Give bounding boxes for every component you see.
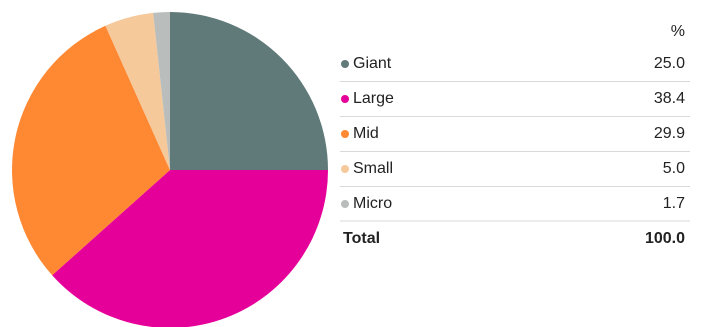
total-value: 100.0: [645, 230, 685, 247]
legend-label: Large: [353, 90, 394, 107]
legend-marker: [341, 60, 349, 68]
legend-label: Micro: [353, 195, 392, 212]
pie-slice: [52, 170, 328, 327]
legend-marker: [341, 95, 349, 103]
column-header: %: [671, 23, 685, 40]
value-label: 1.7: [663, 195, 685, 212]
pie-slice: [153, 12, 170, 170]
pie-slice: [170, 12, 328, 170]
value-label: 5.0: [663, 160, 685, 177]
value-label: 29.9: [654, 125, 685, 142]
legend-marker: [341, 200, 349, 208]
value-label: 38.4: [654, 90, 685, 107]
legend-marker: [341, 165, 349, 173]
legend-table: Giant 25.0 Large 38.4 Mid 29.9 Small 5.0 Micro 1.…: [340, 55, 690, 212]
pie-slice: [11, 25, 171, 276]
pie-slice: [105, 12, 170, 170]
legend-label: Small: [353, 160, 393, 177]
value-label: 25.0: [654, 55, 685, 72]
total-label: Total: [343, 230, 380, 247]
legend-label: Mid: [353, 125, 379, 142]
legend-label: Giant: [353, 55, 392, 72]
pie: [11, 12, 328, 327]
legend-marker: [341, 130, 349, 138]
